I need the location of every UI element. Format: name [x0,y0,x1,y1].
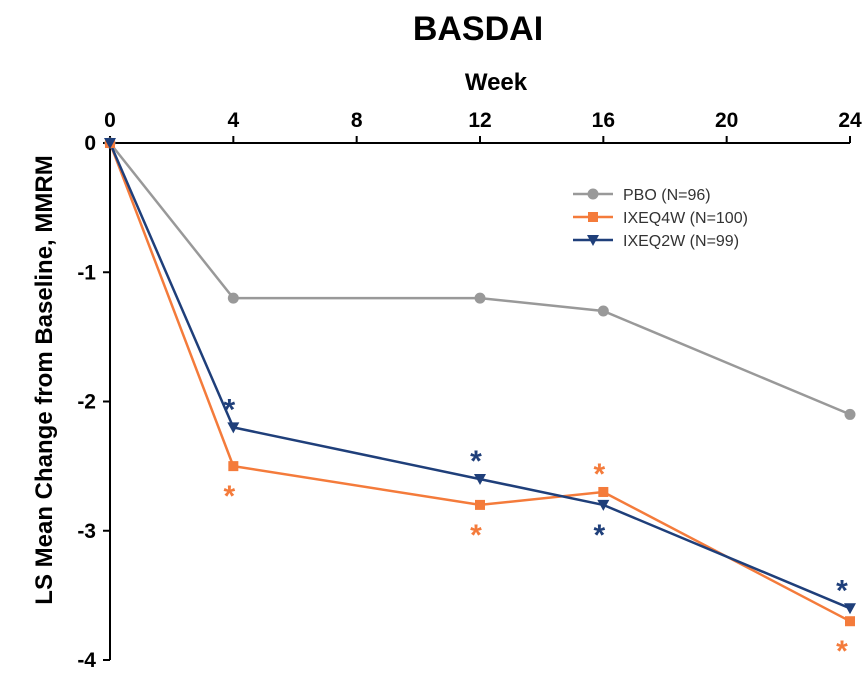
data-point-pbo [227,292,239,304]
y-axis-label: LS Mean Change from Baseline, MMRM [31,155,58,604]
data-point-ixeq4w [475,499,485,510]
y-tick-label: -4 [77,649,96,672]
data-point-pbo [844,408,856,420]
x-tick-label: 16 [592,109,615,132]
legend-marker-ixeq4w [588,212,598,222]
legend-entry-ixeq2w: IXEQ2W (N=99) [573,233,739,250]
significance-asterisk: * [470,519,482,552]
y-axis-ticks: 0 -1 -2 -3 -4 [77,132,110,672]
data-point-ixeq4w [598,486,609,497]
significance-asterisk: * [223,393,235,426]
y-tick-label: -2 [77,391,96,414]
x-tick-label: 20 [715,109,738,132]
data-point-ixeq4w [228,461,239,472]
legend-marker-pbo [587,188,599,200]
significance-annotations: * * * * * * * * [223,393,848,668]
y-tick-label: 0 [84,132,96,155]
x-tick-label: 12 [468,109,491,132]
significance-asterisk: * [836,635,848,668]
x-tick-label: 4 [227,109,239,132]
y-tick-label: -1 [77,261,96,284]
x-tick-label: 24 [838,109,862,132]
data-point-ixeq2w [597,499,610,511]
significance-asterisk: * [470,445,482,478]
significance-asterisk: * [593,458,605,491]
x-axis-label: Week [465,69,528,96]
data-point-ixeq2w [844,603,856,615]
significance-asterisk: * [593,519,605,552]
significance-asterisk: * [836,574,848,607]
x-axis-ticks: 0 4 8 12 16 20 24 [104,109,862,143]
chart-title: BASDAI [413,10,543,48]
data-point-ixeq2w [104,138,116,149]
legend-entry-pbo: PBO (N=96) [573,187,711,204]
legend-label-pbo: PBO (N=96) [623,187,711,204]
data-point-pbo [597,305,609,317]
legend: PBO (N=96) IXEQ4W (N=100) IXEQ2W (N=99) [573,187,748,250]
data-point-pbo [474,292,486,304]
significance-asterisk: * [223,480,235,513]
legend-label-ixeq2w: IXEQ2W (N=99) [623,233,739,250]
data-point-ixeq4w [845,616,855,627]
series-markers [104,137,856,627]
legend-label-ixeq4w: IXEQ4W (N=100) [623,210,748,227]
x-tick-label: 8 [351,109,363,132]
data-point-ixeq2w [227,422,240,434]
legend-marker-ixeq2w [587,235,599,246]
series-line-pbo [109,142,851,416]
y-tick-label: -3 [77,520,96,543]
x-tick-label: 0 [104,109,116,132]
legend-entry-ixeq4w: IXEQ4W (N=100) [573,210,748,227]
data-point-ixeq2w [474,474,486,486]
